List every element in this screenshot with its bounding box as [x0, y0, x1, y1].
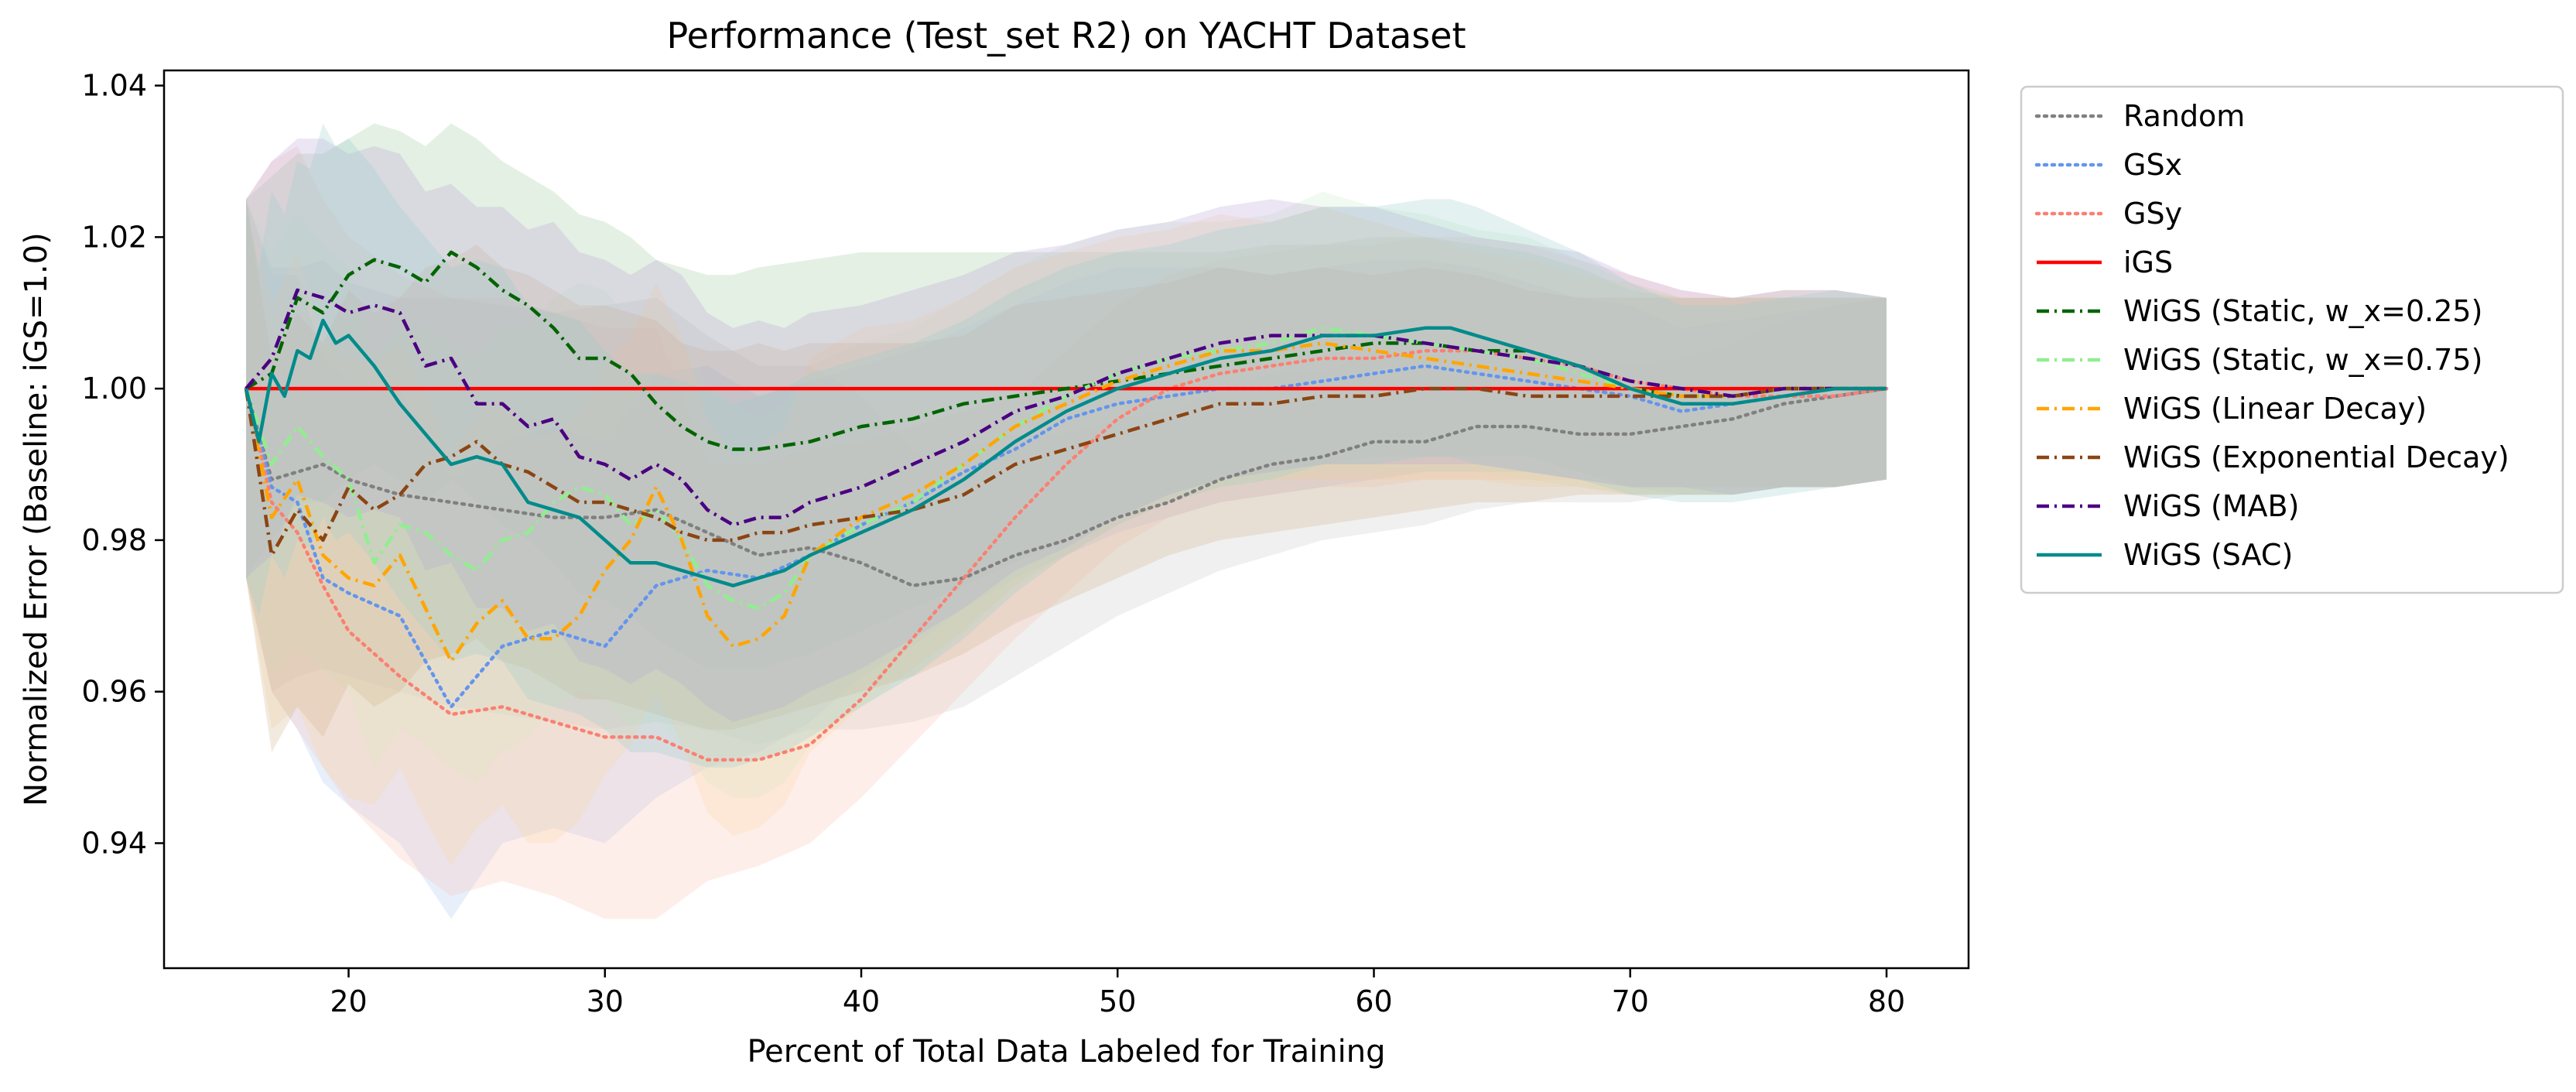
y-tick-label: 1.02 — [81, 220, 147, 254]
band-wigs-exponential-decay — [246, 199, 1887, 752]
band-wigs-sac — [246, 123, 1887, 768]
band-wigs-static-w-x-0-75 — [246, 191, 1887, 798]
legend-label-wigs-static-w-x-0-75: WiGS (Static, w_x=0.75) — [2123, 343, 2482, 377]
x-tick-label: 70 — [1612, 984, 1649, 1018]
legend-label-wigs-exponential-decay: WiGS (Exponential Decay) — [2123, 440, 2509, 474]
y-tick-label: 1.00 — [81, 371, 147, 406]
confidence-bands — [246, 123, 1887, 919]
legend-label-igs: iGS — [2123, 245, 2173, 279]
band-wigs-mab — [246, 139, 1887, 722]
legend-label-gsy: GSy — [2123, 197, 2182, 231]
chart-title: Performance (Test_set R2) on YACHT Datas… — [666, 15, 1466, 56]
y-tick-label: 0.98 — [81, 523, 147, 557]
series-line-gsy — [244, 348, 1889, 762]
legend-label-gsx: GSx — [2123, 148, 2182, 182]
x-tick-label: 60 — [1355, 984, 1392, 1018]
series-line-wigs-static-w-x-0-25 — [245, 250, 1887, 451]
legend-label-wigs-mab: WiGS (MAB) — [2123, 489, 2299, 523]
y-tick-label: 1.04 — [81, 69, 147, 103]
legend-box — [2020, 85, 2564, 594]
band-random — [246, 199, 1887, 745]
legend: Random GSx GSy iGS WiGS (Static, w_x=0.25) Wi… — [2020, 85, 2564, 594]
y-axis-label: Normalized Error (Baseline: iGS=1.0) — [19, 232, 54, 806]
series-lines — [244, 250, 1889, 762]
plot-frame — [162, 69, 1970, 970]
legend-label-wigs-sac: WiGS (SAC) — [2123, 538, 2293, 572]
legend-label-wigs-static-w-x-0-25: WiGS (Static, w_x=0.25) — [2123, 294, 2482, 328]
series-line-random — [244, 386, 1889, 587]
band-gsx — [246, 199, 1887, 919]
x-tick-label: 80 — [1868, 984, 1905, 1018]
series-line-wigs-static-w-x-0-75 — [244, 326, 1887, 611]
x-tick-label: 40 — [843, 984, 880, 1018]
series-line-wigs-linear-decay — [244, 341, 1887, 663]
y-tick-label: 0.96 — [81, 675, 147, 709]
y-axis: 0.94 0.96 0.98 1.00 1.02 1.04 — [81, 69, 164, 860]
series-line-wigs-sac — [244, 318, 1887, 587]
x-tick-label: 20 — [330, 984, 367, 1018]
legend-label-wigs-linear-decay: WiGS (Linear Decay) — [2123, 392, 2427, 426]
series-line-wigs-mab — [245, 288, 1887, 527]
band-wigs-linear-decay — [246, 199, 1887, 866]
band-gsy — [246, 145, 1887, 919]
x-tick-label: 50 — [1099, 984, 1136, 1018]
y-tick-label: 0.94 — [81, 826, 147, 860]
x-tick-label: 30 — [587, 984, 624, 1018]
x-axis-label: Percent of Total Data Labeled for Traini… — [747, 1034, 1385, 1070]
legend-label-random: Random — [2123, 99, 2245, 133]
x-axis: 20 30 40 50 60 70 80 — [330, 968, 1905, 1018]
series-line-wigs-exponential-decay — [244, 386, 1887, 557]
